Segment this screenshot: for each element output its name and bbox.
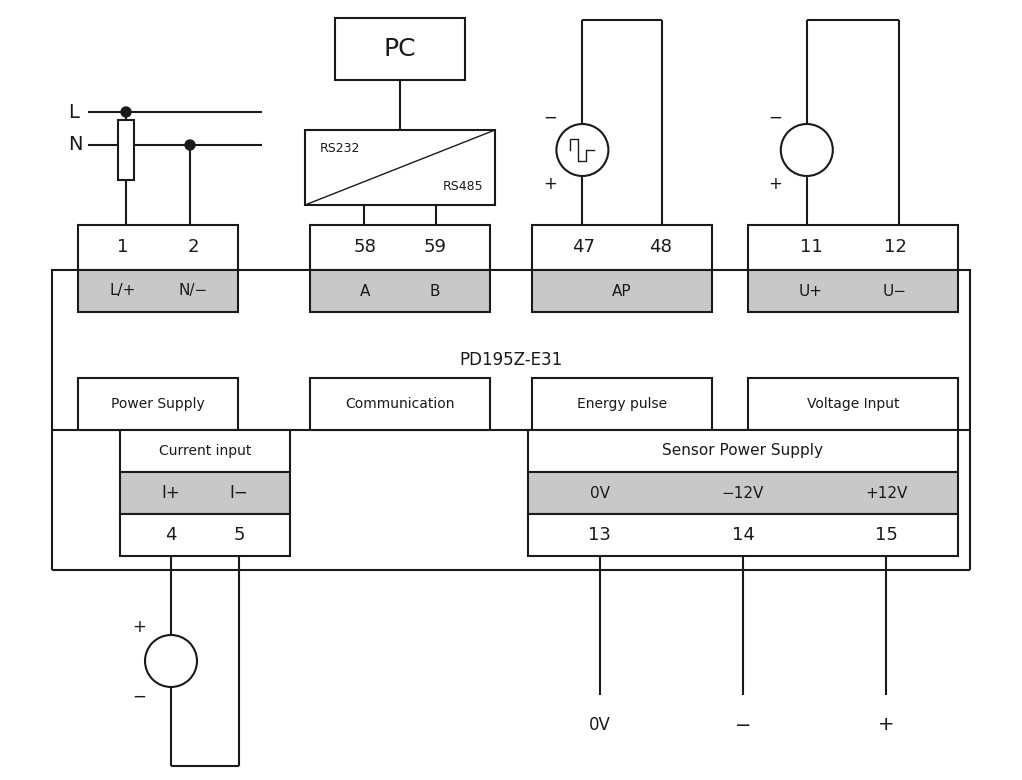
Text: Power Supply: Power Supply — [111, 397, 204, 411]
Text: 59: 59 — [423, 239, 447, 257]
Text: PD195Z-E31: PD195Z-E31 — [459, 351, 563, 369]
Text: PC: PC — [383, 37, 416, 61]
Text: 48: 48 — [649, 239, 671, 257]
Bar — [528, 514, 958, 556]
Text: 1: 1 — [118, 239, 129, 257]
Bar — [118, 120, 134, 180]
Text: +: + — [768, 175, 782, 193]
Bar — [748, 378, 958, 430]
Bar — [305, 130, 495, 205]
Bar — [120, 514, 290, 556]
Text: B: B — [429, 283, 440, 299]
Text: −: − — [132, 688, 146, 706]
Text: 14: 14 — [732, 526, 754, 544]
Bar — [532, 270, 712, 312]
Text: AP: AP — [612, 283, 632, 299]
Bar — [78, 225, 238, 270]
Text: +: + — [132, 618, 146, 636]
Bar — [528, 472, 958, 514]
Circle shape — [121, 107, 131, 117]
Text: Voltage Input: Voltage Input — [806, 397, 899, 411]
Text: RS232: RS232 — [320, 141, 361, 154]
Text: −: − — [735, 715, 751, 735]
Text: −12V: −12V — [722, 485, 764, 501]
Bar — [528, 430, 958, 472]
Text: I−: I− — [230, 484, 248, 502]
Bar — [335, 18, 465, 80]
Text: +: + — [544, 175, 557, 193]
Circle shape — [185, 140, 195, 150]
Bar — [310, 270, 490, 312]
Text: U+: U+ — [799, 283, 823, 299]
Text: I+: I+ — [161, 484, 180, 502]
Text: 58: 58 — [354, 239, 376, 257]
Text: 15: 15 — [875, 526, 897, 544]
Bar — [532, 225, 712, 270]
Text: 0V: 0V — [589, 716, 610, 734]
Bar — [748, 270, 958, 312]
Text: A: A — [360, 283, 370, 299]
Bar — [748, 225, 958, 270]
Circle shape — [145, 635, 197, 687]
Text: 5: 5 — [233, 526, 244, 544]
Text: Energy pulse: Energy pulse — [577, 397, 667, 411]
Bar — [78, 270, 238, 312]
Text: U−: U− — [883, 283, 907, 299]
Text: −: − — [768, 109, 782, 127]
Text: 0V: 0V — [590, 485, 610, 501]
Text: Communication: Communication — [345, 397, 455, 411]
Text: L/+: L/+ — [109, 283, 136, 299]
Bar — [310, 225, 490, 270]
Text: N/−: N/− — [179, 283, 207, 299]
Text: 47: 47 — [572, 239, 596, 257]
Bar — [120, 430, 290, 472]
Bar — [120, 472, 290, 514]
Text: 11: 11 — [799, 239, 823, 257]
Circle shape — [556, 124, 608, 176]
Text: 4: 4 — [166, 526, 177, 544]
Text: L: L — [68, 102, 79, 122]
Text: 13: 13 — [589, 526, 611, 544]
Text: +: + — [878, 715, 894, 735]
Text: Current input: Current input — [158, 444, 251, 458]
Text: −: − — [544, 109, 557, 127]
Bar — [532, 378, 712, 430]
Bar — [78, 378, 238, 430]
Bar — [310, 378, 490, 430]
Circle shape — [781, 124, 833, 176]
Text: N: N — [68, 136, 83, 154]
Text: 12: 12 — [884, 239, 907, 257]
Bar — [52, 270, 970, 430]
Text: RS485: RS485 — [443, 180, 483, 193]
Text: +12V: +12V — [866, 485, 908, 501]
Text: Sensor Power Supply: Sensor Power Supply — [662, 444, 824, 459]
Text: 2: 2 — [187, 239, 198, 257]
